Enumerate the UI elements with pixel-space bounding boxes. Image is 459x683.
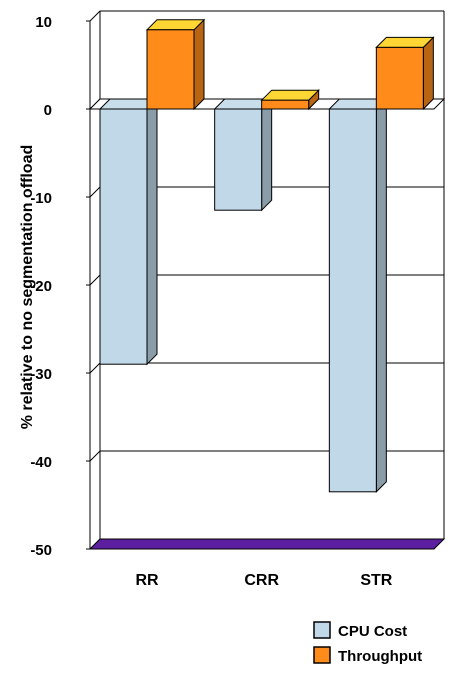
bar-throughput-rr-side [193,18,205,111]
legend-swatch-throughput [313,646,331,664]
y-axis-label: % relative to no segmentation offload [19,145,36,429]
legend-label-cpu-cost: CPU Cost [338,623,407,640]
bar-cpu-cost-rr [98,97,159,366]
bar-cpu-cost-str-side [375,97,387,494]
gridline-side [89,274,101,286]
bar-throughput-rr [145,18,206,111]
legend: CPU Cost Throughput [313,621,422,665]
bar-cpu-cost-rr-front [99,108,148,365]
legend-label-throughput: Throughput [338,648,422,665]
gridline-side [89,450,101,462]
gridline-side [89,186,101,198]
y-tick-label: -50 [30,542,52,559]
y-tick-label: -40 [30,454,52,471]
gridline-side [89,362,101,374]
bar-cpu-cost-str-front [328,108,377,493]
x-tick-label: RR [135,572,159,589]
bar-throughput-str [375,36,435,111]
bar-throughput-rr-front [146,29,195,110]
gridline-side [89,10,101,22]
bar-throughput-crr-top [260,89,320,101]
y-tick-label: -20 [30,278,52,295]
bar-throughput-crr-front [261,99,310,110]
x-tick-label: CRR [244,572,279,589]
chart-floor [88,538,446,550]
bar-throughput-rr-top [145,19,206,31]
bar-cpu-cost-rr-side [146,97,158,366]
bar-throughput-crr [260,88,320,111]
bar-cpu-cost-crr-side [261,97,273,212]
bar-cpu-cost-crr-front [214,108,263,211]
bar-throughput-str-top [375,36,435,48]
y-tick-label: -10 [30,190,52,207]
y-tick-label: -30 [30,366,52,383]
bar-cpu-cost-str [328,97,388,494]
y-tick-label: 0 [44,102,52,119]
x-tick-label: STR [360,572,392,589]
y-tick-label: 10 [35,14,52,31]
bar-throughput-str-side [422,36,434,111]
bar-throughput-str-front [375,46,424,110]
legend-swatch-cpu-cost [313,621,331,639]
bar-cpu-cost-crr [213,97,273,212]
